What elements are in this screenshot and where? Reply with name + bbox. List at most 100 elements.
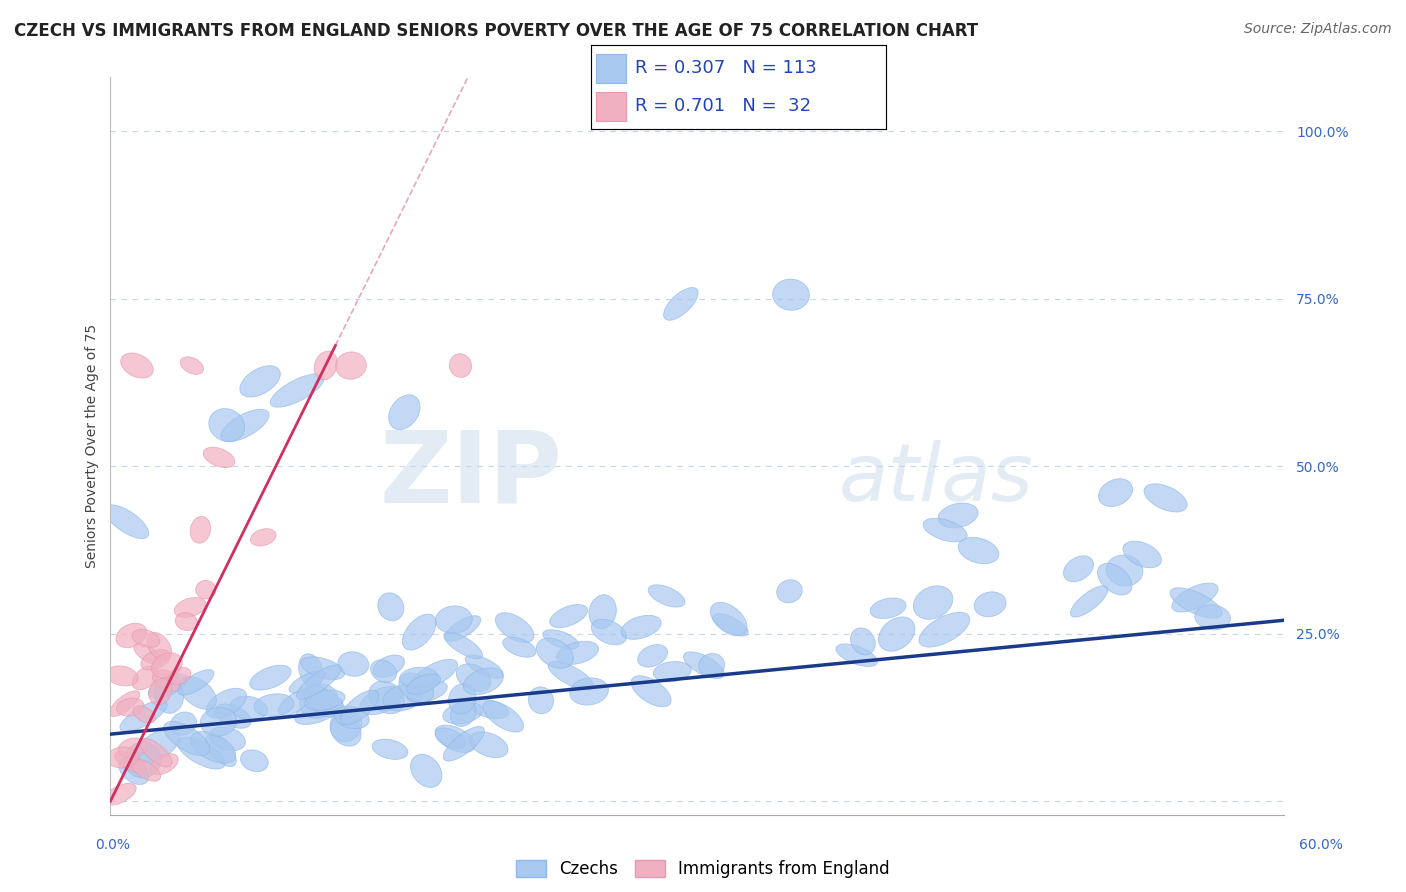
Ellipse shape — [495, 613, 534, 642]
Ellipse shape — [412, 659, 457, 690]
Ellipse shape — [1063, 556, 1094, 582]
Ellipse shape — [221, 409, 269, 442]
Text: 0.0%: 0.0% — [96, 838, 131, 852]
Ellipse shape — [482, 701, 523, 732]
Ellipse shape — [1098, 479, 1133, 507]
Ellipse shape — [169, 667, 191, 684]
Ellipse shape — [399, 667, 437, 688]
Ellipse shape — [371, 660, 396, 682]
Ellipse shape — [115, 624, 146, 648]
Ellipse shape — [139, 739, 172, 767]
Y-axis label: Seniors Poverty Over the Age of 75: Seniors Poverty Over the Age of 75 — [86, 324, 100, 568]
Ellipse shape — [153, 677, 183, 714]
Ellipse shape — [589, 595, 616, 629]
Ellipse shape — [464, 668, 503, 695]
Ellipse shape — [399, 673, 433, 703]
Ellipse shape — [298, 654, 323, 688]
Ellipse shape — [373, 739, 408, 759]
Ellipse shape — [107, 747, 138, 768]
Legend: Czechs, Immigrants from England: Czechs, Immigrants from England — [509, 854, 897, 885]
FancyBboxPatch shape — [596, 92, 626, 120]
Ellipse shape — [205, 734, 236, 766]
Ellipse shape — [250, 529, 276, 546]
Ellipse shape — [436, 606, 472, 633]
Ellipse shape — [134, 643, 162, 665]
Ellipse shape — [190, 731, 236, 764]
Ellipse shape — [163, 722, 209, 756]
Ellipse shape — [231, 697, 267, 720]
Ellipse shape — [180, 357, 204, 375]
Ellipse shape — [1170, 588, 1222, 618]
Ellipse shape — [443, 702, 482, 724]
Ellipse shape — [304, 686, 344, 718]
Ellipse shape — [470, 731, 508, 757]
Ellipse shape — [471, 699, 509, 719]
Ellipse shape — [117, 698, 145, 716]
Ellipse shape — [699, 654, 724, 677]
Ellipse shape — [434, 725, 475, 753]
Ellipse shape — [131, 759, 160, 781]
Ellipse shape — [132, 630, 160, 648]
Ellipse shape — [837, 644, 877, 666]
Ellipse shape — [149, 679, 172, 705]
Ellipse shape — [1098, 564, 1132, 595]
Ellipse shape — [295, 698, 343, 724]
Ellipse shape — [254, 694, 294, 716]
Ellipse shape — [1107, 555, 1143, 586]
Ellipse shape — [150, 754, 179, 775]
Ellipse shape — [104, 505, 149, 539]
Ellipse shape — [569, 678, 609, 705]
Ellipse shape — [209, 409, 245, 442]
Text: R = 0.701   N =  32: R = 0.701 N = 32 — [636, 97, 811, 115]
Text: 60.0%: 60.0% — [1299, 838, 1343, 852]
Ellipse shape — [107, 666, 138, 686]
Ellipse shape — [141, 649, 170, 670]
Ellipse shape — [443, 726, 485, 761]
Ellipse shape — [449, 683, 477, 714]
Ellipse shape — [543, 630, 579, 649]
Ellipse shape — [207, 689, 246, 718]
Ellipse shape — [773, 279, 810, 310]
Ellipse shape — [124, 742, 162, 778]
Ellipse shape — [337, 652, 368, 676]
Ellipse shape — [174, 598, 205, 617]
Ellipse shape — [330, 715, 361, 746]
Ellipse shape — [457, 664, 491, 691]
Ellipse shape — [1171, 583, 1218, 612]
Ellipse shape — [340, 690, 378, 724]
Ellipse shape — [190, 516, 211, 543]
Ellipse shape — [250, 665, 291, 690]
Ellipse shape — [974, 591, 1007, 616]
Ellipse shape — [180, 676, 217, 709]
Ellipse shape — [301, 657, 344, 680]
Ellipse shape — [631, 676, 671, 706]
Ellipse shape — [450, 701, 477, 726]
Ellipse shape — [1123, 541, 1161, 567]
Ellipse shape — [411, 755, 441, 788]
Ellipse shape — [638, 645, 668, 667]
Ellipse shape — [557, 641, 599, 665]
Ellipse shape — [209, 727, 246, 751]
Text: atlas: atlas — [838, 440, 1033, 518]
Ellipse shape — [104, 783, 136, 805]
Ellipse shape — [851, 628, 876, 655]
Ellipse shape — [402, 615, 436, 650]
Ellipse shape — [240, 366, 280, 397]
Ellipse shape — [270, 374, 323, 407]
Ellipse shape — [118, 738, 148, 758]
Ellipse shape — [373, 655, 405, 677]
Ellipse shape — [121, 353, 153, 378]
Ellipse shape — [776, 580, 803, 603]
Ellipse shape — [335, 706, 370, 729]
Ellipse shape — [132, 666, 159, 690]
Ellipse shape — [314, 351, 337, 380]
Ellipse shape — [378, 593, 404, 621]
Ellipse shape — [436, 728, 465, 748]
Ellipse shape — [204, 447, 235, 467]
Ellipse shape — [648, 585, 685, 607]
Ellipse shape — [368, 681, 405, 714]
Ellipse shape — [278, 690, 312, 715]
Ellipse shape — [959, 538, 998, 564]
Ellipse shape — [290, 671, 326, 693]
Ellipse shape — [336, 352, 367, 379]
